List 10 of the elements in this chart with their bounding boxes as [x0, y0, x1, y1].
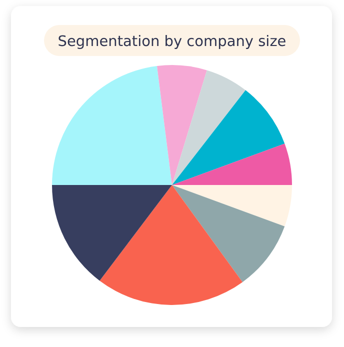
chart-title: Segmentation by company size [58, 34, 286, 50]
pie-slice [172, 185, 292, 226]
pie-slice [100, 185, 243, 305]
pie-slice [156, 65, 207, 185]
pie-slice [52, 185, 172, 281]
pie-slice [172, 70, 246, 185]
pie-slice [52, 66, 172, 185]
pie-slice [172, 144, 292, 185]
pie-slice [172, 90, 285, 185]
pie-slice [172, 185, 285, 282]
